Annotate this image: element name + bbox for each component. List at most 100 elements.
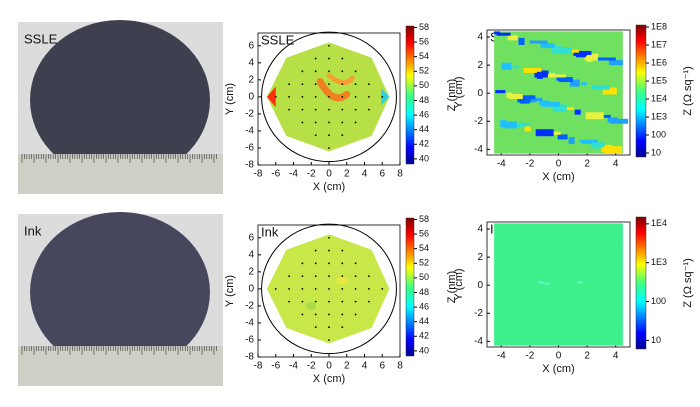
x-tick-label: 4 xyxy=(613,351,619,362)
measure-point xyxy=(301,300,304,303)
measure-point xyxy=(341,300,344,303)
colorbar-tick-label: 1E8 xyxy=(651,21,667,31)
map-feature xyxy=(535,129,554,137)
map-area xyxy=(494,223,623,346)
measure-point xyxy=(328,95,330,98)
measure-point xyxy=(314,83,317,85)
x-tick-label: 6 xyxy=(379,169,385,180)
x-tick-label: 0 xyxy=(326,169,332,180)
colorbar-tick-label: 50 xyxy=(419,272,429,282)
measure-point xyxy=(314,326,317,329)
measure-point xyxy=(341,326,344,329)
colorbar-tick-label: 42 xyxy=(419,139,429,149)
measure-point xyxy=(288,300,290,303)
map-feature xyxy=(582,140,593,144)
map-feature xyxy=(326,73,355,86)
y-tick-label: -2 xyxy=(245,109,254,120)
wafer-outline xyxy=(261,223,397,355)
x-tick-label: -6 xyxy=(271,361,280,372)
measure-point xyxy=(328,121,330,124)
measure-point xyxy=(341,262,344,265)
map-feature xyxy=(508,94,523,100)
map-feature xyxy=(544,282,551,286)
measure-point xyxy=(328,275,330,277)
colorbar-title: Z (Ω sq⁻¹) xyxy=(682,66,694,115)
y-tick-label: 4 xyxy=(248,249,254,260)
measure-point xyxy=(288,83,290,85)
measure-point xyxy=(301,70,304,73)
colorbar-tick-label: 58 xyxy=(419,22,429,32)
y-axis-title: Y (cm) xyxy=(224,83,236,115)
colorbar-tick-label: 54 xyxy=(419,243,429,253)
measure-point xyxy=(368,287,370,290)
measure-point xyxy=(341,134,344,137)
y-tick-label: -8 xyxy=(245,352,254,363)
colorbar-tick-label: 44 xyxy=(419,316,429,326)
measure-point xyxy=(341,108,344,111)
x-tick-label: -2 xyxy=(307,169,316,180)
colorbar-tick-label: 10 xyxy=(651,147,661,157)
colorbar-tick-label: 52 xyxy=(419,258,429,268)
map-feature xyxy=(575,52,586,58)
measure-point xyxy=(314,121,317,124)
measure-point xyxy=(354,275,357,277)
x-tick-label: -6 xyxy=(271,169,280,180)
map-feature xyxy=(568,137,575,145)
measure-point xyxy=(328,249,330,252)
x-tick-label: 6 xyxy=(379,361,385,372)
y-tick-label: 0 xyxy=(477,88,483,99)
measure-point xyxy=(288,275,290,277)
map-feature xyxy=(580,82,587,86)
measure-point xyxy=(354,83,357,85)
colorbar xyxy=(635,24,647,158)
map-feature xyxy=(593,143,600,149)
measure-point xyxy=(328,300,330,303)
resistance-map xyxy=(494,223,623,346)
x-tick-label: -2 xyxy=(525,159,534,170)
measure-point xyxy=(301,108,304,111)
map-feature xyxy=(513,124,524,128)
plot-frame xyxy=(486,29,631,156)
colorbar-tick-label: 58 xyxy=(419,214,429,224)
x-axis-title: X (cm) xyxy=(313,181,345,193)
map-feature xyxy=(495,90,506,94)
colorbar-tick-label: 1E5 xyxy=(651,75,667,85)
measure-point xyxy=(274,287,277,290)
y-tick-label: 2 xyxy=(248,266,254,277)
measure-point xyxy=(301,83,304,85)
map-feature xyxy=(541,101,560,107)
measure-point xyxy=(381,287,384,290)
map-feature xyxy=(501,62,512,70)
measure-point xyxy=(328,236,330,239)
measure-point xyxy=(328,313,330,316)
y-tick-label: -4 xyxy=(474,336,483,347)
plot-frame xyxy=(257,32,401,166)
thickness-map xyxy=(261,31,397,163)
measure-point xyxy=(328,44,330,47)
ruler xyxy=(18,154,223,194)
measure-point xyxy=(301,95,304,98)
colorbar-tick-label: 1E3 xyxy=(651,111,667,121)
panel-label: SSLE xyxy=(261,32,295,47)
map-feature xyxy=(602,87,617,95)
y-tick-label: 6 xyxy=(248,232,254,243)
map-feature xyxy=(569,79,580,87)
y-tick-label: -2 xyxy=(245,301,254,312)
plot-frame xyxy=(257,224,401,358)
map-feature xyxy=(518,37,525,45)
measure-point xyxy=(341,57,344,60)
measure-point xyxy=(328,57,330,60)
colorbar xyxy=(635,216,647,350)
measure-point xyxy=(341,275,344,277)
measure-point xyxy=(341,70,344,73)
colorbar-tick-label: 52 xyxy=(419,66,429,76)
measure-point xyxy=(328,339,330,341)
measure-point xyxy=(341,313,344,316)
map-feature xyxy=(502,121,517,129)
measure-point xyxy=(368,300,370,303)
map-feature xyxy=(576,280,583,284)
colorbar-tick-label: 56 xyxy=(419,36,429,46)
colorbar-tick-label: 40 xyxy=(419,345,429,355)
measure-point xyxy=(314,57,317,60)
